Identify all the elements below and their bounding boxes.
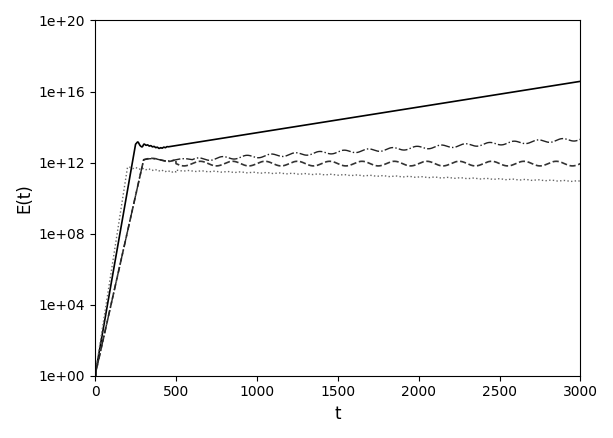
Line: n=?: n=? (95, 138, 581, 376)
n=400 (204, 169, 211, 174)
n=300 (275, 163, 282, 168)
n=300 (577, 161, 584, 166)
n=400 (577, 179, 584, 184)
n=400 (209, 169, 216, 174)
n=? (207, 158, 214, 163)
n=? (559, 136, 566, 141)
n=300 (148, 155, 155, 161)
n=300 (204, 161, 211, 166)
Line: n=400: n=400 (95, 167, 581, 376)
Line: uncontrolled: uncontrolled (95, 81, 581, 376)
Y-axis label: E(t): E(t) (15, 183, 33, 213)
uncontrolled (275, 127, 282, 132)
n=400 (275, 170, 282, 176)
n=400 (91, 373, 99, 378)
n=? (573, 138, 581, 143)
n=? (275, 153, 282, 158)
n=? (204, 158, 211, 163)
n=300 (209, 163, 216, 168)
n=300 (91, 373, 99, 378)
n=400 (125, 164, 132, 170)
n=400 (309, 172, 316, 177)
uncontrolled (91, 373, 99, 378)
n=300 (573, 162, 581, 168)
n=? (91, 373, 99, 378)
uncontrolled (577, 79, 584, 84)
n=400 (573, 178, 581, 184)
n=300 (207, 162, 214, 167)
uncontrolled (207, 138, 214, 143)
uncontrolled (573, 79, 581, 85)
n=? (209, 157, 216, 162)
n=? (309, 151, 316, 156)
X-axis label: t: t (335, 405, 341, 423)
uncontrolled (309, 121, 316, 127)
Line: n=300: n=300 (95, 158, 581, 376)
n=400 (207, 169, 214, 174)
uncontrolled (209, 137, 216, 142)
n=300 (309, 163, 316, 169)
n=? (577, 137, 584, 142)
uncontrolled (204, 138, 211, 143)
